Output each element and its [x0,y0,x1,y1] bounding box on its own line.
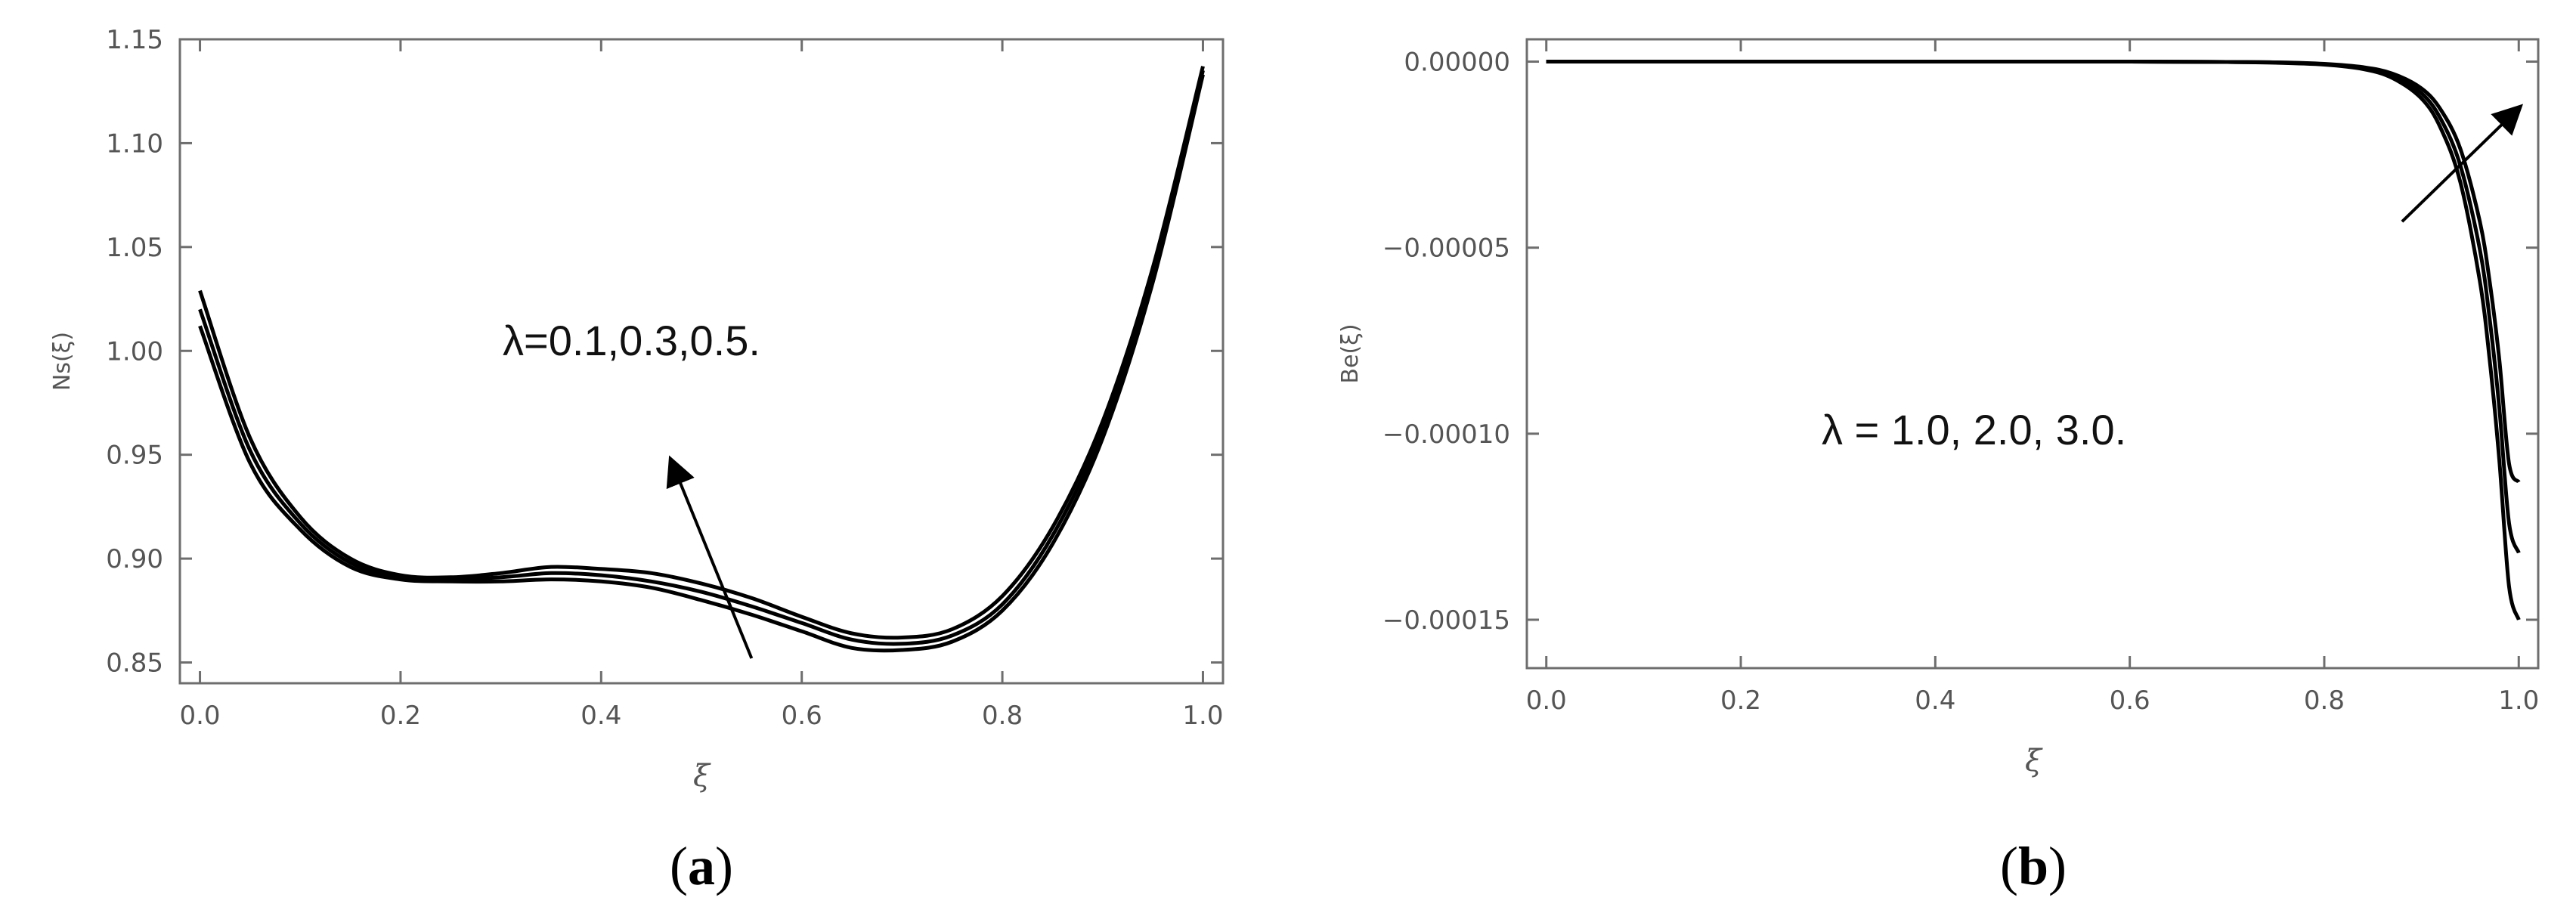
x-tick-label: 0.6 [2110,686,2150,716]
panel-label-b: (b) [2000,836,2067,896]
x-tick-label: 1.0 [2498,686,2539,716]
y-tick-label: 1.05 [106,233,163,263]
lambda-annotation-b: λ = 1.0, 2.0, 3.0. [1822,406,2126,453]
series-line-b-2 [1546,59,2521,554]
y-tick-label: 1.15 [106,25,163,55]
x-tick-label: 0.2 [1720,686,1761,716]
lambda-annotation-a: λ=0.1,0.3,0.5. [503,317,760,364]
x-tick-label: 0.4 [581,701,621,731]
x-tick-label: 0.0 [1526,686,1567,716]
x-tick-label: 0.8 [982,701,1023,731]
x-axis-title-b: ξ [2025,744,2043,778]
x-tick-label: 1.0 [1182,701,1223,731]
x-tick-label: 0.2 [380,701,421,731]
x-axis-title-a: ξ [693,759,711,794]
panel-letter-b: b [2018,836,2048,896]
y-tick-label: 0.95 [106,441,163,471]
y-axis-title-b: Be(ξ) [1337,323,1364,383]
x-tick-label: 0.8 [2304,686,2345,716]
x-tick-label: 0.6 [782,701,822,731]
plot-frame-b [1525,38,2540,670]
panel-letter-a: a [688,836,715,896]
series-line-a-3 [198,74,1205,653]
x-ticks-a: 0.0 0.2 0.4 0.6 0.8 1.0 [179,39,1224,731]
y-ticks-b: 0.00000 −0.00005 −0.00010 −0.00015 [1382,48,2538,636]
arrow-b [2401,104,2524,223]
y-tick-label: 1.10 [106,128,163,159]
chart-panel-a: 0.850.900.951.001.051.101.15 0.0 0.2 0.4 0.… [49,25,1225,896]
y-tick-label: 0.00000 [1404,48,1510,78]
y-tick-label: −0.00010 [1382,419,1510,450]
y-axis-title-a: Ns(ξ) [49,332,76,391]
series-line-b-3 [1546,59,2521,621]
y-tick-label: −0.00005 [1382,234,1510,264]
y-tick-label: 0.90 [106,544,163,574]
plot-frame-a [178,38,1225,685]
x-ticks-b: 0.0 0.2 0.4 0.6 0.8 1.0 [1526,39,2539,716]
chart-panel-b: 0.00000−0.00005−0.00010−0.00015 0.0 0.2 0.… [1337,38,2540,896]
y-ticks-a: 0.85 0.90 0.95 1.00 1.05 1.10 1.15 [106,25,1223,679]
y-tick-label: 1.00 [106,336,163,367]
x-tick-label: 0.0 [179,701,220,731]
x-tick-label: 0.4 [1915,686,1955,716]
arrow-a [666,455,754,659]
y-tick-label: −0.00015 [1382,605,1510,636]
panel-label-a: (a) [670,836,733,896]
y-tick-label: 0.85 [106,648,163,679]
curves-b [1546,59,2521,621]
